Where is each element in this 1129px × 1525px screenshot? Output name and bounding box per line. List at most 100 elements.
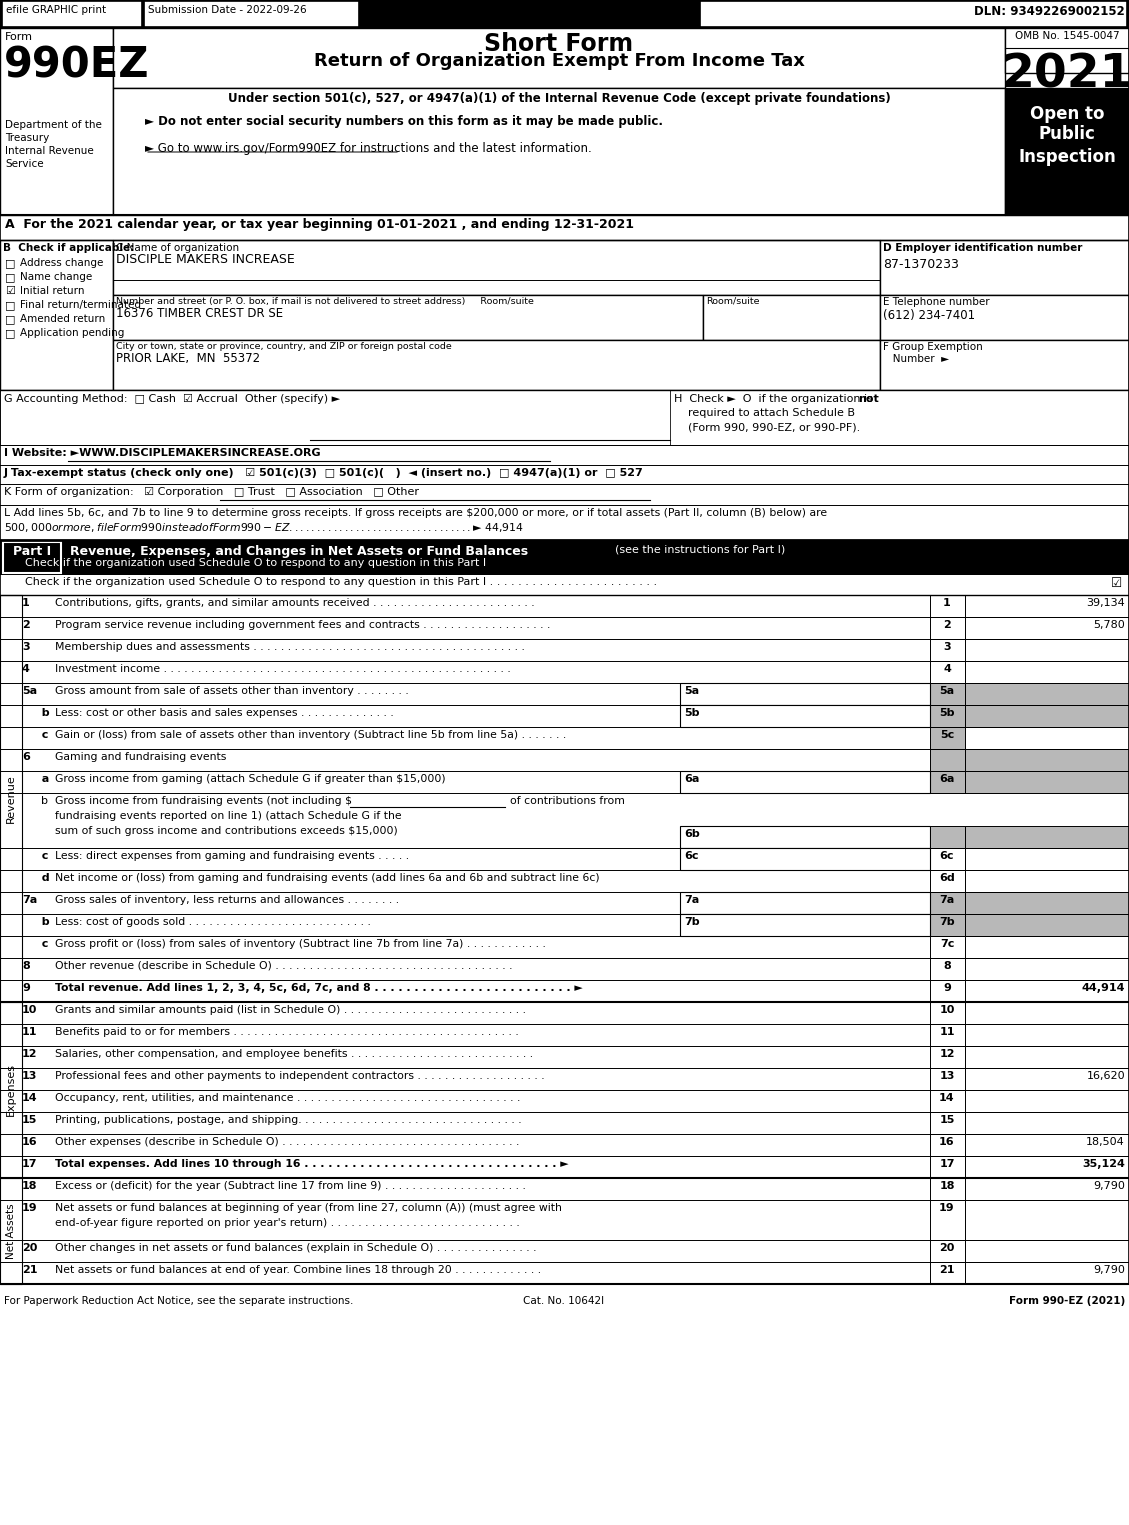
Text: 5,780: 5,780	[1093, 621, 1124, 630]
Text: Gross income from fundraising events (not including $: Gross income from fundraising events (no…	[55, 796, 352, 807]
Text: 7c: 7c	[939, 939, 954, 949]
Text: Total expenses. Add lines 10 through 16 . . . . . . . . . . . . . . . . . . . . : Total expenses. Add lines 10 through 16 …	[55, 1159, 569, 1170]
Text: required to attach Schedule B: required to attach Schedule B	[674, 409, 855, 418]
Bar	[879, 340, 1129, 390]
Text: 10: 10	[21, 1005, 37, 1016]
Text: Check if the organization used Schedule O to respond to any question in this Par: Check if the organization used Schedule …	[25, 558, 487, 567]
Text: 6: 6	[21, 752, 29, 762]
Text: 9,790: 9,790	[1093, 1266, 1124, 1275]
Text: 21: 21	[939, 1266, 955, 1275]
Text: Number  ►: Number ►	[883, 354, 949, 364]
Text: 8: 8	[943, 961, 951, 971]
Text: Part I: Part I	[12, 544, 51, 558]
Text: Room/suite: Room/suite	[706, 297, 760, 307]
Text: 19: 19	[21, 1203, 37, 1212]
Text: (see the instructions for Part I): (see the instructions for Part I)	[615, 544, 786, 555]
Bar	[930, 772, 965, 793]
Text: 9: 9	[943, 984, 951, 993]
Text: 14: 14	[939, 1093, 955, 1103]
Text: 10: 10	[939, 1005, 955, 1016]
Bar	[113, 340, 879, 390]
Text: Excess or (deficit) for the year (Subtract line 17 from line 9) . . . . . . . . : Excess or (deficit) for the year (Subtra…	[55, 1180, 526, 1191]
Text: 15: 15	[939, 1115, 955, 1125]
Text: Total revenue. Add lines 1, 2, 3, 4, 5c, 6d, 7c, and 8 . . . . . . . . . . . . .: Total revenue. Add lines 1, 2, 3, 4, 5c,…	[55, 984, 583, 993]
Bar	[0, 1002, 21, 1177]
Bar	[930, 981, 965, 1002]
Bar	[965, 683, 1129, 705]
Text: 13: 13	[21, 1071, 37, 1081]
Text: 16376 TIMBER CREST DR SE: 16376 TIMBER CREST DR SE	[116, 307, 283, 320]
Bar	[965, 1046, 1129, 1068]
Text: Gross income from gaming (attach Schedule G if greater than $15,000): Gross income from gaming (attach Schedul…	[55, 775, 446, 784]
Bar	[965, 1002, 1129, 1023]
Text: 12: 12	[939, 1049, 955, 1058]
Text: ☑: ☑	[5, 287, 15, 296]
Bar	[965, 727, 1129, 749]
Text: Application pending: Application pending	[20, 328, 124, 339]
Text: Form: Form	[5, 32, 33, 43]
Text: 5b: 5b	[684, 708, 700, 718]
Bar	[0, 575, 1129, 595]
Text: 20: 20	[21, 1243, 37, 1254]
Bar	[930, 1023, 965, 1046]
Text: Net Assets: Net Assets	[6, 1203, 16, 1258]
Text: Final return/terminated: Final return/terminated	[20, 300, 141, 310]
Bar	[930, 1263, 965, 1284]
Text: 5a: 5a	[939, 686, 954, 695]
Bar	[965, 749, 1129, 772]
Text: Benefits paid to or for members . . . . . . . . . . . . . . . . . . . . . . . . : Benefits paid to or for members . . . . …	[55, 1026, 518, 1037]
Bar	[930, 1046, 965, 1068]
Text: Initial return: Initial return	[20, 287, 85, 296]
Bar	[0, 0, 1129, 27]
Text: b: b	[34, 796, 49, 807]
Text: 12: 12	[21, 1049, 37, 1058]
Text: 16,620: 16,620	[1086, 1071, 1124, 1081]
Bar	[0, 595, 21, 1002]
Bar	[2, 2, 142, 27]
Text: □: □	[5, 300, 16, 310]
Text: 5a: 5a	[21, 686, 37, 695]
Text: Return of Organization Exempt From Income Tax: Return of Organization Exempt From Incom…	[314, 52, 805, 70]
Bar	[930, 1240, 965, 1263]
Bar	[113, 239, 879, 294]
Text: 87-1370233: 87-1370233	[883, 258, 959, 271]
Bar	[0, 27, 113, 215]
Bar	[930, 727, 965, 749]
Text: 18: 18	[939, 1180, 955, 1191]
Bar	[669, 390, 1129, 445]
Text: not: not	[858, 393, 878, 404]
Text: A  For the 2021 calendar year, or tax year beginning 01-01-2021 , and ending 12-: A For the 2021 calendar year, or tax yea…	[5, 218, 634, 230]
Text: d: d	[34, 872, 50, 883]
Bar	[965, 1023, 1129, 1046]
Text: DLN: 93492269002152: DLN: 93492269002152	[974, 5, 1124, 18]
Bar	[930, 1002, 965, 1023]
Text: Open to: Open to	[1030, 105, 1104, 124]
Bar	[930, 1068, 965, 1090]
Text: c: c	[34, 730, 49, 740]
Text: 11: 11	[21, 1026, 37, 1037]
Text: of contributions from: of contributions from	[510, 796, 624, 807]
Bar	[965, 1112, 1129, 1135]
Text: Revenue: Revenue	[6, 775, 16, 824]
Text: Professional fees and other payments to independent contractors . . . . . . . . : Professional fees and other payments to …	[55, 1071, 544, 1081]
Text: B  Check if applicable:: B Check if applicable:	[3, 242, 134, 253]
Text: 7a: 7a	[684, 895, 699, 904]
Bar	[930, 1112, 965, 1135]
Text: Form 990-EZ (2021): Form 990-EZ (2021)	[1008, 1296, 1124, 1305]
Bar	[965, 1156, 1129, 1177]
Text: 16: 16	[939, 1138, 955, 1147]
Text: 19: 19	[939, 1203, 955, 1212]
Text: Program service revenue including government fees and contracts . . . . . . . . : Program service revenue including govern…	[55, 621, 550, 630]
Bar	[700, 2, 1127, 27]
Text: Inspection: Inspection	[1018, 148, 1115, 166]
Text: Net assets or fund balances at end of year. Combine lines 18 through 20 . . . . : Net assets or fund balances at end of ye…	[55, 1266, 541, 1275]
Bar	[965, 705, 1129, 727]
Text: 990EZ: 990EZ	[5, 44, 149, 85]
Text: Address change: Address change	[20, 258, 104, 268]
Bar	[965, 1068, 1129, 1090]
Bar	[879, 294, 1129, 340]
Text: K Form of organization:   ☑ Corporation   □ Trust   □ Association   □ Other: K Form of organization: ☑ Corporation □ …	[5, 486, 419, 497]
Text: Gross profit or (loss) from sales of inventory (Subtract line 7b from line 7a) .: Gross profit or (loss) from sales of inv…	[55, 939, 546, 949]
Text: 17: 17	[21, 1159, 37, 1170]
Text: a: a	[34, 775, 50, 784]
